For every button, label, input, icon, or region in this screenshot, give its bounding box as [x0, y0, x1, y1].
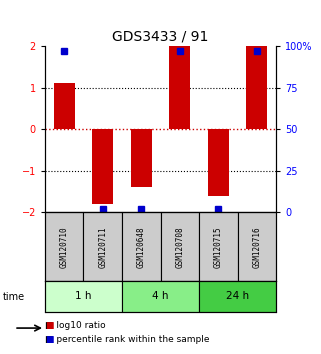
- Bar: [169, 46, 190, 129]
- Bar: [199, 281, 276, 312]
- Bar: [83, 212, 122, 281]
- Bar: [238, 212, 276, 281]
- Bar: [45, 281, 122, 312]
- Text: ■: ■: [45, 321, 53, 330]
- Text: GSM120708: GSM120708: [175, 226, 184, 268]
- Text: ■: ■: [45, 335, 53, 344]
- Bar: [45, 212, 83, 281]
- Text: time: time: [3, 292, 25, 302]
- Bar: [160, 212, 199, 281]
- Bar: [246, 46, 267, 129]
- Text: ■ percentile rank within the sample: ■ percentile rank within the sample: [45, 335, 209, 344]
- Text: GSM120711: GSM120711: [98, 226, 107, 268]
- Bar: [208, 129, 229, 196]
- Bar: [122, 281, 199, 312]
- Bar: [199, 212, 238, 281]
- Bar: [131, 129, 152, 188]
- Text: GSM120710: GSM120710: [60, 226, 69, 268]
- Bar: [122, 212, 160, 281]
- Text: 4 h: 4 h: [152, 291, 169, 302]
- Text: 24 h: 24 h: [226, 291, 249, 302]
- Text: ■ log10 ratio: ■ log10 ratio: [45, 321, 106, 330]
- Bar: [54, 84, 75, 129]
- Bar: [92, 129, 113, 204]
- Text: 1 h: 1 h: [75, 291, 92, 302]
- Text: GSM120716: GSM120716: [252, 226, 261, 268]
- Title: GDS3433 / 91: GDS3433 / 91: [112, 29, 209, 44]
- Text: GSM120715: GSM120715: [214, 226, 223, 268]
- Text: GSM120648: GSM120648: [137, 226, 146, 268]
